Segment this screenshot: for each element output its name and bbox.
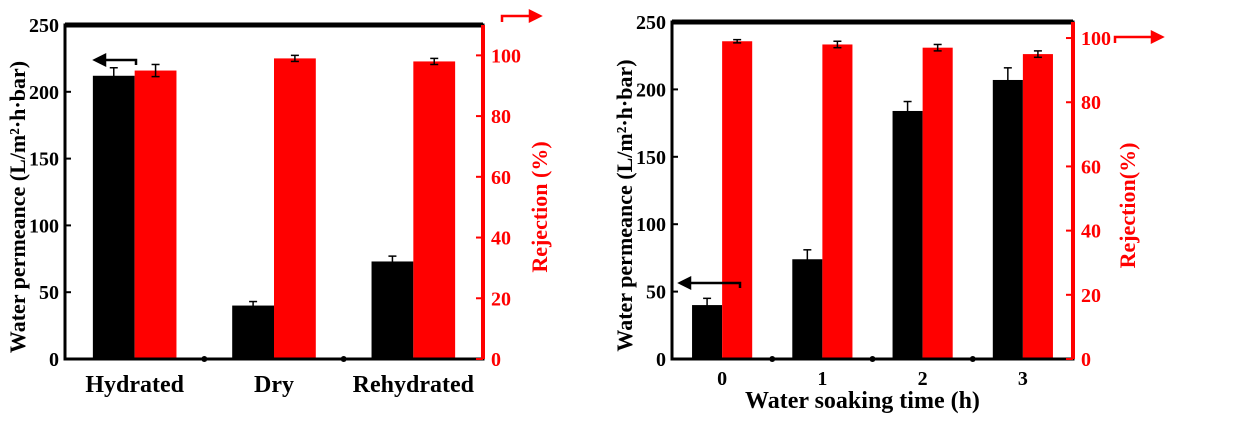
y2-tick-label: 80: [1081, 92, 1101, 114]
error-bar: [430, 57, 439, 66]
bar-permeance: [792, 259, 823, 359]
error-bar: [1003, 67, 1012, 93]
y2-tick-label: 20: [491, 288, 511, 310]
error-bar: [703, 297, 712, 313]
x-tick-label: Rehydrated: [353, 372, 475, 398]
bar-rejection: [1022, 54, 1053, 359]
error-bar: [903, 100, 912, 122]
y2-tick-label: 60: [491, 167, 511, 189]
bar-permeance: [992, 79, 1023, 360]
error-bar: [803, 249, 812, 270]
bar-rejection: [274, 58, 316, 360]
bar-permeance: [371, 261, 414, 359]
y-tick-label: 0: [49, 349, 59, 371]
y-tick-label: 150: [29, 149, 59, 171]
y-tick-label: 50: [39, 282, 59, 304]
bar-permeance: [232, 305, 274, 359]
y-tick-label: 100: [29, 215, 59, 237]
y2-tick-label: 60: [1081, 156, 1101, 178]
y2-tick-label: 20: [1081, 285, 1101, 307]
error-bar: [249, 300, 258, 311]
y-tick-label: 200: [636, 79, 666, 101]
bar-permeance: [892, 110, 923, 359]
left-axis-arrow-icon: [677, 275, 742, 291]
bar-permeance: [92, 75, 135, 359]
bar-rejection: [922, 47, 953, 360]
y-tick-label: 250: [29, 15, 59, 37]
y2-axis-label: Rejection(%): [1115, 143, 1140, 269]
y-tick-label: 100: [636, 214, 666, 236]
y2-tick-label: 80: [491, 106, 511, 128]
error-bar: [733, 38, 742, 44]
error-bar: [290, 54, 299, 63]
left-axis-arrow-icon: [92, 52, 138, 68]
y2-axis-label: Rejection (%): [527, 141, 552, 272]
x-tick-label: 1: [817, 368, 827, 390]
x-axis-label: Water soaking time (h): [745, 388, 980, 414]
y-tick-label: 50: [646, 282, 666, 304]
y-axis-label: Water permeance (L/m²·h·bar): [612, 59, 637, 351]
x-tick-label: 2: [918, 368, 928, 390]
x-tick-label: 3: [1018, 368, 1028, 390]
right-axis-arrow-icon: [500, 8, 543, 24]
y2-tick-label: 100: [491, 45, 521, 67]
error-bar: [1033, 50, 1042, 59]
y2-tick-label: 0: [1081, 349, 1091, 371]
y2-tick-label: 40: [1081, 221, 1101, 243]
bar-rejection: [413, 61, 456, 359]
error-bar: [151, 63, 160, 78]
x-tick-label: Dry: [254, 372, 294, 398]
error-bar: [833, 40, 842, 49]
error-bar: [388, 255, 397, 268]
error-bar: [109, 67, 118, 85]
y2-tick-label: 40: [491, 228, 511, 250]
chart-1: Hydrated Dry Rehydrated 0 50 100 150 200 250 0 20 4…: [5, 8, 552, 398]
y-tick-label: 250: [636, 12, 666, 34]
y-tick-label: 200: [29, 82, 59, 104]
bar-rejection: [822, 44, 853, 359]
y-axis-label: Water permeance (L/m²·h·bar): [5, 61, 30, 353]
y-tick-label: 0: [656, 349, 666, 371]
y2-tick-label: 0: [491, 349, 501, 371]
y2-tick-label: 100: [1081, 28, 1111, 50]
x-tick-label: Hydrated: [85, 372, 184, 398]
bar-rejection: [722, 41, 753, 359]
bar-rejection: [134, 70, 177, 359]
right-axis-arrow-icon: [1113, 29, 1165, 45]
error-bar: [933, 43, 942, 52]
y-tick-label: 150: [636, 147, 666, 169]
x-tick-label: 0: [717, 368, 727, 390]
bar-permeance: [692, 305, 723, 359]
